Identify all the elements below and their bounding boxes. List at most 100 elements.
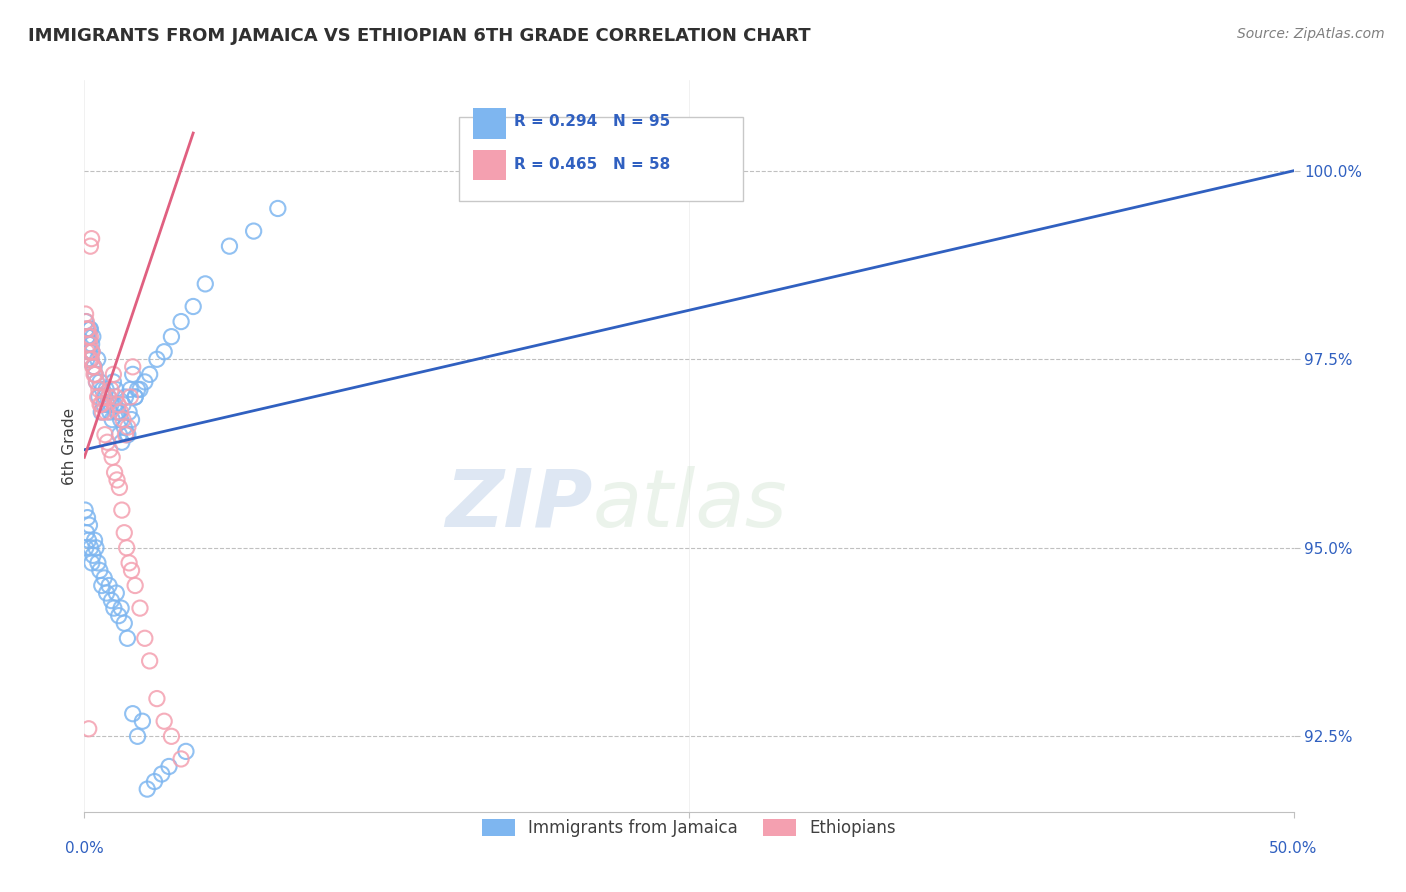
Point	[242, 224, 264, 238]
Point	[104, 390, 127, 404]
Point	[105, 405, 128, 419]
Point	[86, 375, 108, 389]
Point	[87, 556, 110, 570]
Point	[80, 344, 103, 359]
Point	[117, 420, 139, 434]
Bar	[472, 108, 506, 139]
Point	[90, 578, 112, 592]
Point	[82, 344, 104, 359]
Point	[146, 691, 169, 706]
Point	[75, 307, 97, 321]
Point	[112, 398, 135, 412]
Point	[103, 368, 125, 382]
Point	[118, 556, 141, 570]
Point	[79, 541, 101, 555]
Point	[146, 352, 169, 367]
Point	[77, 329, 100, 343]
Point	[89, 375, 111, 389]
Point	[150, 767, 173, 781]
Point	[103, 601, 125, 615]
Point	[153, 714, 176, 729]
Point	[194, 277, 217, 291]
Point	[101, 450, 124, 465]
Point	[160, 729, 183, 743]
Point	[121, 706, 143, 721]
Point	[91, 383, 114, 397]
Point	[77, 322, 100, 336]
Point	[111, 435, 134, 450]
Point	[90, 405, 112, 419]
Point	[75, 315, 97, 329]
Point	[77, 722, 100, 736]
Point	[89, 563, 111, 577]
Point	[79, 239, 101, 253]
Point	[112, 412, 135, 426]
Point	[96, 398, 118, 412]
Text: R = 0.465   N = 58: R = 0.465 N = 58	[513, 157, 669, 172]
Point	[87, 383, 110, 397]
Point	[96, 435, 118, 450]
Point	[77, 329, 100, 343]
Point	[86, 390, 108, 404]
Point	[129, 383, 152, 397]
Point	[98, 578, 121, 592]
Point	[120, 383, 142, 397]
Point	[80, 352, 103, 367]
Point	[83, 359, 105, 374]
Point	[127, 383, 149, 397]
Point	[124, 578, 146, 592]
Legend: Immigrants from Jamaica, Ethiopians: Immigrants from Jamaica, Ethiopians	[475, 812, 903, 844]
Point	[160, 329, 183, 343]
Point	[143, 774, 166, 789]
Point	[82, 549, 104, 563]
Point	[104, 466, 127, 480]
Point	[124, 390, 146, 404]
Text: IMMIGRANTS FROM JAMAICA VS ETHIOPIAN 6TH GRADE CORRELATION CHART: IMMIGRANTS FROM JAMAICA VS ETHIOPIAN 6TH…	[28, 27, 811, 45]
Point	[82, 329, 104, 343]
Point	[170, 315, 193, 329]
Point	[104, 398, 127, 412]
Point	[138, 654, 160, 668]
Point	[107, 405, 129, 419]
Point	[75, 322, 97, 336]
Point	[108, 480, 131, 494]
Point	[112, 525, 135, 540]
Point	[76, 352, 98, 367]
Point	[129, 601, 152, 615]
Point	[76, 344, 98, 359]
Point	[124, 390, 146, 404]
Point	[134, 632, 156, 646]
Point	[134, 375, 156, 389]
Point	[112, 420, 135, 434]
Point	[100, 383, 122, 397]
Point	[86, 375, 108, 389]
Point	[112, 616, 135, 631]
Point	[107, 398, 129, 412]
Point	[117, 427, 139, 442]
Point	[77, 533, 100, 548]
Point	[267, 202, 290, 216]
Point	[84, 368, 107, 382]
Point	[174, 744, 197, 758]
Point	[96, 586, 118, 600]
Point	[77, 337, 100, 351]
Point	[157, 759, 180, 773]
Point	[83, 533, 105, 548]
Point	[118, 405, 141, 419]
Point	[138, 368, 160, 382]
Point	[83, 359, 105, 374]
Point	[76, 525, 98, 540]
Point	[110, 412, 132, 426]
Point	[110, 601, 132, 615]
Point	[93, 398, 115, 412]
Point	[90, 398, 112, 412]
Bar	[472, 150, 506, 180]
Point	[98, 405, 121, 419]
Point	[105, 473, 128, 487]
Point	[94, 390, 117, 404]
Point	[100, 398, 122, 412]
Point	[93, 571, 115, 585]
Point	[87, 390, 110, 404]
Point	[104, 383, 127, 397]
Point	[76, 322, 98, 336]
